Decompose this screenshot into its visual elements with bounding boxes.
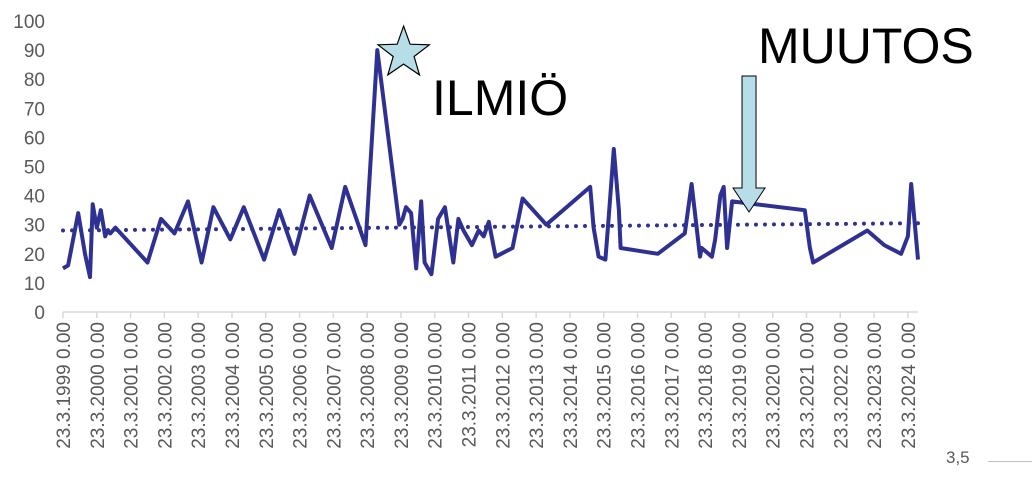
y-tick-label: 50 [24,158,45,179]
x-tick-label: 23.3.2013 0.00 [527,322,548,449]
x-tick-label: 23.3.2023 0.00 [865,322,886,449]
x-tick-label: 23.3.2006 0.00 [291,322,312,449]
x-tick-label: 23.3.2016 0.00 [629,322,650,449]
y-tick-label: 80 [24,70,45,91]
y-tick-label: 40 [24,187,45,208]
x-tick-label: 23.3.2001 0.00 [122,322,143,449]
trend-line [61,221,920,233]
series-line [61,48,920,280]
x-tick-label: 23.3.2015 0.00 [595,322,616,449]
series-layer [61,48,920,280]
x-tick-label: 23.3.2019 0.00 [730,322,751,449]
x-axis: 23.3.1999 0.00 23.3.2000 0.00 23.3.2001 0.… [54,311,920,449]
x-tick-label: 23.3.2008 0.00 [358,322,379,449]
down-arrow-icon [732,75,766,213]
x-tick-label: 23.3.2011 0.00 [460,322,481,447]
x-tick-label: 23.3.2012 0.00 [493,322,514,449]
x-tick-label: 23.3.2018 0.00 [696,322,717,449]
annotation-layer: ILMIÖ MUUTOS [376,18,974,213]
x-tick-label: 23.3.2021 0.00 [797,322,818,449]
annotation-ilmio: ILMIÖ [432,70,568,126]
annotation-muutos: MUUTOS [758,18,974,74]
x-tick-label: 23.3.2024 0.00 [899,322,920,449]
y-tick-label: 0 [34,303,45,324]
y-tick-label: 60 [24,128,45,149]
y-tick-label: 10 [24,274,45,295]
x-tick-label: 23.3.2005 0.00 [257,322,278,449]
x-tick-label: 23.3.2010 0.00 [426,322,447,449]
x-tick-label: 23.3.2014 0.00 [561,322,582,449]
x-tick-label: 23.3.1999 0.00 [54,322,75,449]
page-divider [988,461,1032,462]
y-tick-label: 20 [24,245,45,266]
y-tick-label: 70 [24,99,45,120]
x-tick-label: 23.3.2003 0.00 [189,322,210,449]
x-tick-label: 23.3.2022 0.00 [831,322,852,449]
x-tick-label: 23.3.2017 0.00 [662,322,683,449]
x-tick-label: 23.3.2002 0.00 [155,322,176,449]
y-axis: 0 10 20 30 40 50 60 70 80 90 100 [13,12,45,324]
x-tick-label: 23.3.2007 0.00 [324,322,345,449]
x-tick-label: 23.3.2000 0.00 [88,322,109,449]
y-tick-label: 30 [24,216,45,237]
x-tick-label: 23.3.2020 0.00 [764,322,785,449]
y-tick-label: 90 [24,41,45,62]
y-tick-label: 100 [13,12,45,33]
x-tick-label: 23.3.2009 0.00 [392,322,413,449]
star-icon [376,24,431,77]
page-number: 3,5 [946,448,970,467]
x-tick-label: 23.3.2004 0.00 [223,322,244,449]
